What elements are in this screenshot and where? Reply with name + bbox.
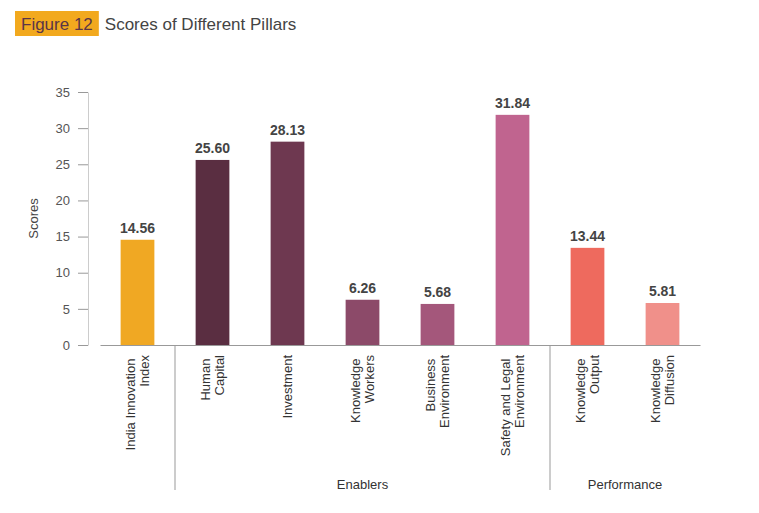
figure-label-box [15, 11, 99, 36]
x-tick-label: Knowledge Diffusion [648, 355, 677, 423]
y-tick: 25 [56, 157, 88, 172]
x-tick-label: Business Environment [423, 355, 452, 428]
y-tick-mark [78, 164, 88, 165]
bar [271, 142, 305, 345]
y-tick-mark [78, 237, 88, 238]
x-tick-label: Human Capital [198, 355, 227, 401]
x-axis-line [101, 345, 701, 346]
x-tick-label: Safety and Legal Environment [498, 355, 527, 457]
y-axis: 0 5 10 15 20 25 30 35 [56, 85, 89, 353]
y-tick: 15 [56, 229, 88, 244]
x-tick: Knowledge Workers [348, 355, 377, 423]
bar [646, 303, 680, 345]
x-tick: Knowledge Diffusion [648, 355, 677, 423]
y-tick: 20 [56, 193, 88, 208]
y-tick: 5 [63, 302, 88, 317]
y-tick-mark [78, 273, 88, 274]
y-tick-mark [78, 128, 88, 129]
y-tick: 30 [56, 121, 88, 136]
title-block: Figure 12 Scores of Different Pillars [15, 11, 296, 36]
data-label: 5.81 [649, 283, 676, 299]
y-tick-label: 30 [56, 121, 70, 136]
data-label: 28.13 [270, 122, 305, 138]
category-groups: Enablers Performance [175, 345, 662, 492]
y-axis-title: Scores [26, 198, 41, 239]
bar [196, 160, 230, 345]
x-tick: Business Environment [423, 355, 452, 428]
x-tick-label: Knowledge Output [573, 355, 602, 423]
data-label: 6.26 [349, 280, 376, 296]
bar [121, 240, 155, 345]
y-tick-mark [78, 309, 88, 310]
y-tick-label: 25 [56, 157, 70, 172]
y-tick-mark [78, 345, 88, 346]
x-tick: India Innovation Index [123, 355, 152, 451]
bar [571, 248, 605, 345]
chart: Figure 12 Scores of Different Pillars 0 5 10… [0, 0, 759, 513]
group-separator [550, 345, 551, 490]
bars [121, 115, 680, 345]
y-tick: 35 [56, 85, 88, 100]
x-tick-label: India Innovation Index [123, 355, 152, 451]
y-tick-label: 20 [56, 193, 70, 208]
x-tick: Investment [280, 355, 295, 419]
title: Scores of Different Pillars [105, 15, 296, 34]
x-tick: Safety and Legal Environment [498, 355, 527, 457]
data-labels: 14.56 25.60 28.13 6.26 5.68 31.84 13.44 5.81 [120, 95, 676, 300]
y-tick-label: 0 [63, 338, 70, 353]
group-label: Performance [588, 477, 662, 492]
data-label: 14.56 [120, 220, 155, 236]
bar [346, 300, 380, 345]
data-label: 5.68 [424, 284, 451, 300]
data-label: 25.60 [195, 140, 230, 156]
x-tick-label: Investment [280, 355, 295, 419]
data-label: 13.44 [570, 228, 605, 244]
y-tick-label: 10 [56, 265, 70, 280]
group-separator [175, 345, 176, 490]
x-tick: Human Capital [198, 355, 227, 401]
y-tick: 0 [63, 338, 88, 353]
y-tick-mark [78, 92, 88, 93]
data-label: 31.84 [495, 95, 530, 111]
figure-label: Figure 12 [21, 15, 93, 34]
x-axis: India Innovation Index Human Capital Inves… [101, 346, 701, 457]
group-label: Enablers [337, 477, 389, 492]
y-tick-label: 35 [56, 85, 70, 100]
y-axis-line [88, 93, 89, 346]
bar [421, 304, 455, 345]
y-tick-label: 5 [63, 302, 70, 317]
bar [496, 115, 530, 345]
y-tick: 10 [56, 265, 88, 280]
x-tick: Knowledge Output [573, 355, 602, 423]
y-tick-label: 15 [56, 229, 70, 244]
x-tick-label: Knowledge Workers [348, 355, 377, 423]
y-tick-mark [78, 200, 88, 201]
